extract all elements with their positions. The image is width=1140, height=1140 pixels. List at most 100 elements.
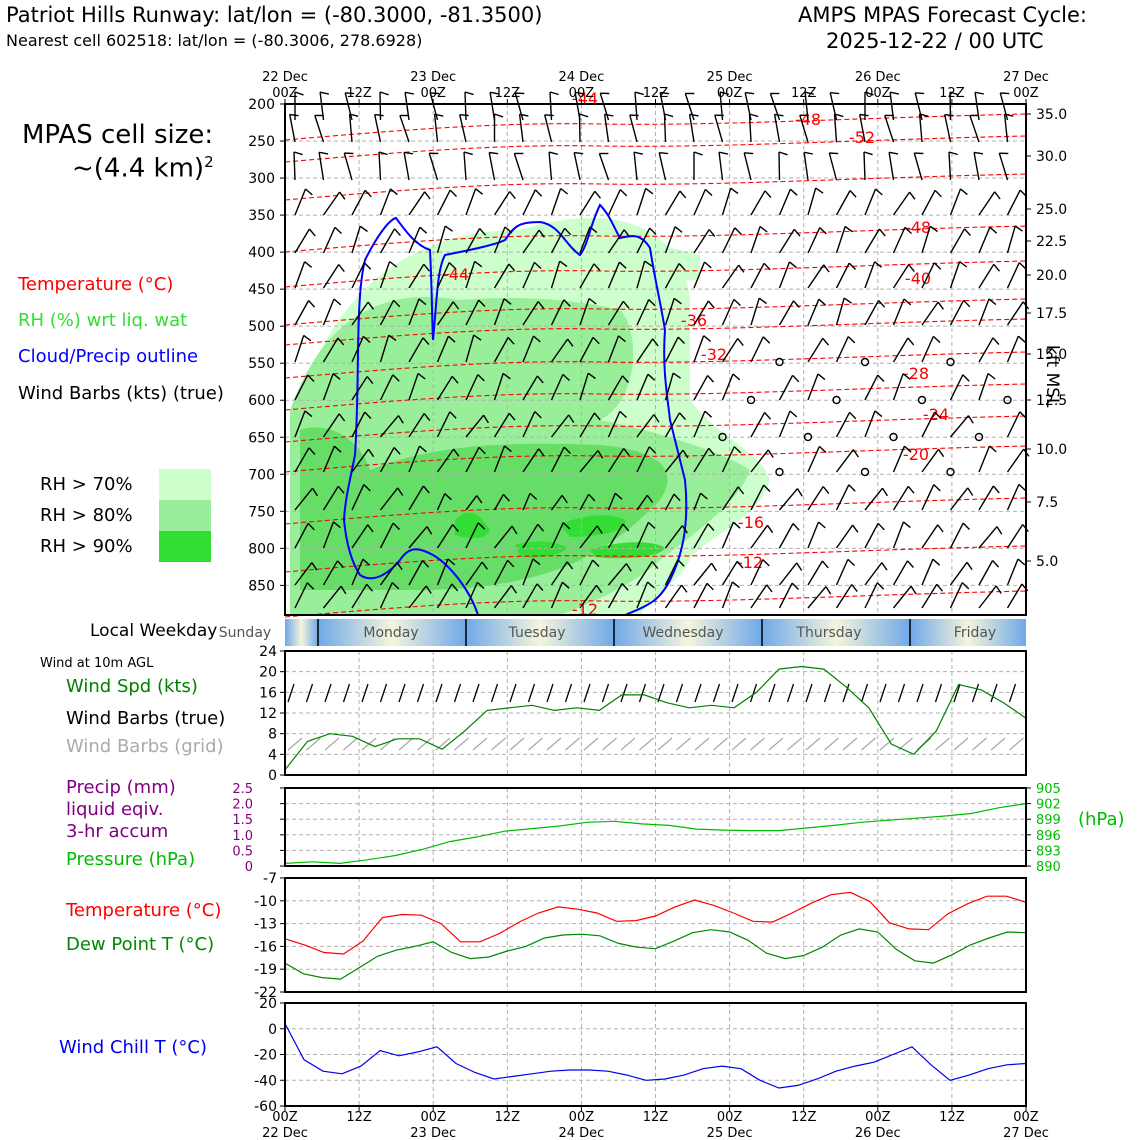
wind-barb-shaft: [579, 226, 591, 254]
wind-barb-flag: [604, 113, 614, 117]
wind-barb-shaft: [636, 414, 655, 438]
kft-tick-label: 25.0: [1036, 202, 1067, 218]
wind-barb-shaft: [1006, 448, 1025, 473]
wind-barb-flag: [796, 562, 803, 571]
wind-barb-true: [860, 683, 869, 703]
wind-barb-flag: [534, 411, 542, 419]
wind-barb-flag: [478, 299, 486, 307]
time-tick-label-top: 12Z: [939, 86, 965, 101]
wind-barb-shaft: [351, 524, 369, 549]
wind-barb-shaft: [949, 374, 964, 401]
wind-barb-shaft: [693, 189, 707, 216]
kft-tick-label: 17.5: [1036, 306, 1067, 322]
wind-barb-shaft: [351, 376, 368, 401]
wind-barb-shaft: [403, 152, 410, 181]
wind-barb-flag: [745, 91, 755, 95]
weekday-block: [762, 619, 910, 646]
wind-tick-label: 4: [268, 747, 277, 763]
wind-barb-shaft: [379, 487, 399, 511]
wind-barb-flag: [339, 191, 346, 200]
wind-barb-flag: [422, 560, 430, 568]
wind-barb-flag: [973, 151, 984, 155]
wind-barb-shaft: [636, 446, 650, 473]
wind-barb-flag: [476, 495, 483, 504]
wind-barb-flag: [367, 301, 374, 310]
wind-barb-shaft: [892, 191, 911, 216]
wind-barb-flag: [337, 485, 345, 494]
wind-barb-flag: [388, 334, 397, 342]
wind-barb-shaft: [807, 586, 827, 609]
wind-barb-shaft: [778, 300, 795, 326]
wind-barb-flag: [449, 189, 457, 197]
wind-barb-flag: [560, 187, 569, 195]
wind-barb-flag: [479, 228, 487, 236]
wind-barb-flag: [338, 413, 346, 422]
pressure-tick-label: 250: [248, 134, 275, 150]
wind-barb-flag: [843, 297, 852, 304]
wind-barb-flag: [308, 300, 316, 308]
kft-tick-label: 22.5: [1036, 234, 1067, 250]
time-tick-label-top: 00Z: [420, 86, 446, 101]
temperature-contour-label: -32: [701, 345, 727, 364]
wind-barb-flag: [519, 113, 529, 117]
wind-barb-shaft: [999, 92, 1009, 121]
pressure-tick-label: 450: [248, 282, 275, 298]
wind-barb-flag: [634, 91, 644, 96]
wind-barb-shaft: [978, 445, 991, 473]
temperature-contour-label: -12: [737, 553, 763, 572]
cell-size-label: MPAS cell size:: [22, 120, 214, 150]
wind-barb-flag: [618, 261, 627, 269]
wind-barb-shaft: [921, 524, 939, 549]
wind-barb-shaft: [579, 190, 596, 216]
wind-barb-shaft: [778, 261, 791, 289]
wind-barb-flag: [967, 487, 974, 496]
wind-barb-flag: [681, 525, 688, 534]
wind-barb-shaft: [778, 228, 795, 254]
wind-barb-true: [379, 683, 388, 703]
wind-barb-shaft: [693, 335, 705, 363]
wind-barb-flag: [700, 492, 708, 500]
wind-barb-flag: [707, 300, 715, 309]
wind-barb-flag: [821, 560, 829, 569]
wind-barb-true: [324, 683, 332, 703]
wind-barb-shaft: [718, 152, 724, 181]
wind-barb-shaft: [664, 525, 683, 549]
wind-barb-shaft: [1006, 583, 1023, 609]
wind-barb-shaft: [465, 374, 479, 401]
wind-barb-flag: [563, 446, 571, 454]
wind-barb-flag: [818, 445, 827, 454]
wind-barb-flag: [708, 229, 716, 238]
wind-barb-true: [453, 683, 462, 703]
wind-barb-flag: [934, 411, 942, 419]
wind-barb-flag: [904, 226, 912, 235]
wind-barb-flag: [737, 486, 745, 495]
wind-barb-flag: [789, 188, 798, 196]
wind-barb-grid: [657, 737, 673, 751]
wind-barb-flag: [459, 114, 469, 117]
wind-barb-shaft: [748, 113, 752, 143]
wind-barb-flag: [504, 226, 513, 234]
wind-barb-flag: [852, 449, 859, 458]
time-tick-label-bottom: 00Z: [717, 1110, 743, 1125]
time-tick-label-top: 00Z: [1013, 86, 1039, 101]
wind-barb-shaft: [888, 152, 895, 181]
wind-barb-shaft: [379, 299, 395, 326]
wind-barb-shaft: [978, 526, 998, 549]
temperature-label: Temperature (°C): [66, 900, 222, 921]
wind-barb-flag: [561, 494, 568, 504]
wind-barb-shaft: [522, 448, 540, 473]
wind-barb-shaft: [949, 522, 964, 549]
wind-barb-flag: [434, 113, 444, 117]
time-tick-label-bottom: 12Z: [495, 1110, 521, 1125]
wind-barb-flag: [379, 91, 389, 96]
wind-barb-flag: [704, 410, 713, 418]
wind-barb-flag: [960, 188, 968, 196]
windchill-tick-label: -40: [254, 1073, 277, 1089]
wind-barb-flag: [319, 91, 330, 95]
wind-barb-shaft: [835, 297, 845, 326]
wind-barb-shaft: [693, 300, 710, 326]
wind-barb-shaft: [408, 585, 427, 609]
wind-barb-shaft: [978, 191, 996, 216]
pressure-label: Pressure (hPa): [66, 849, 196, 870]
wind-barb-flag: [312, 487, 318, 497]
